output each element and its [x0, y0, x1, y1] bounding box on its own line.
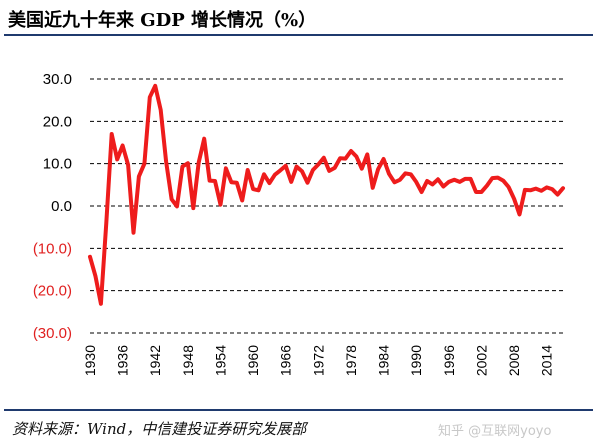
- y-tick-label: 30.0: [43, 71, 72, 88]
- x-tick-label: 1954: [212, 345, 228, 376]
- x-tick-label: 1942: [147, 345, 163, 376]
- gdp-growth-line: [88, 83, 565, 306]
- y-tick-label: 0.0: [51, 198, 72, 215]
- x-tick-label: 1972: [310, 345, 326, 376]
- y-tick-label: 10.0: [43, 156, 72, 173]
- x-tick-label: 2002: [473, 345, 489, 376]
- x-tick-label: 1930: [82, 345, 98, 376]
- y-axis-tick-labels: 30.0 20.0 10.0 0.0 (10.0) (20.0) (30.0): [33, 71, 72, 342]
- x-tick-label: 1936: [115, 345, 131, 376]
- x-tick-label: 1966: [278, 345, 294, 376]
- watermark: 知乎 @互联网yoyo: [438, 424, 552, 439]
- source-note: 资料来源：Wind，中信建投证券研究发展部: [12, 420, 307, 438]
- footer-divider: [4, 409, 593, 411]
- y-tick-label: (30.0): [33, 325, 72, 342]
- x-tick-label: 1978: [343, 345, 359, 376]
- x-tick-label: 1960: [245, 345, 261, 376]
- y-tick-label: (10.0): [33, 240, 72, 257]
- chart-title: 美国近九十年来 GDP 增长情况（%）: [8, 10, 317, 31]
- x-tick-label: 1996: [441, 345, 457, 376]
- x-tick-label: 2014: [539, 345, 555, 376]
- x-axis-tick-labels: 1930 1936 1942 1948 1954 1960 1966 1972 1978 1984…: [82, 345, 555, 376]
- y-tick-label: 20.0: [43, 113, 72, 130]
- x-tick-label: 2008: [506, 345, 522, 376]
- x-tick-label: 1990: [408, 345, 424, 376]
- y-tick-label: (20.0): [33, 283, 72, 300]
- x-tick-label: 1984: [376, 345, 392, 376]
- gridlines: [90, 78, 563, 334]
- header-divider: [4, 34, 593, 36]
- x-tick-label: 1948: [180, 345, 196, 376]
